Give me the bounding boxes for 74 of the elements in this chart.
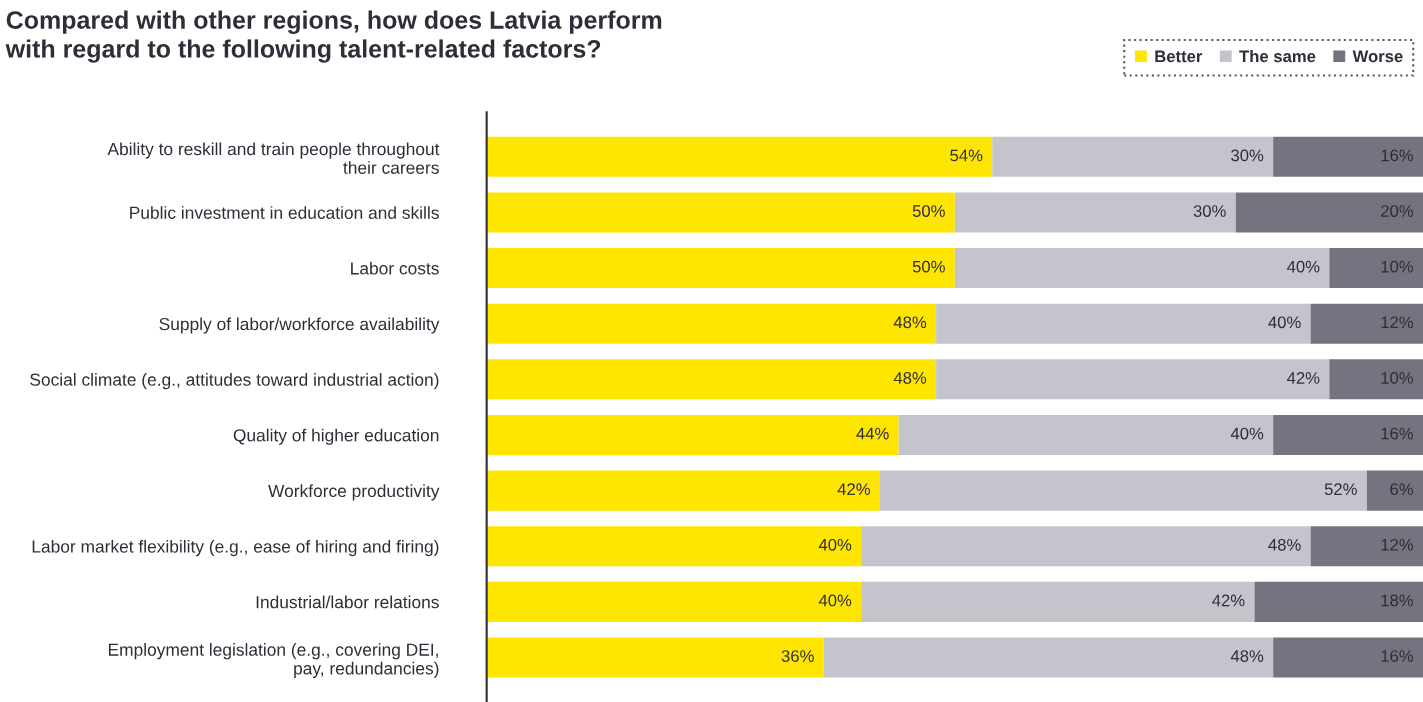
legend-label: Worse — [1352, 50, 1403, 63]
bar — [486, 303, 937, 344]
bar — [486, 470, 880, 511]
y-tick-label: Workforce productivity — [268, 484, 440, 501]
bar — [954, 248, 1330, 289]
bar — [1329, 248, 1423, 289]
data-label: 42% — [837, 483, 870, 496]
bar — [486, 414, 899, 455]
bar — [823, 637, 1274, 678]
data-label: 12% — [1381, 538, 1414, 551]
chart-title: Compared with other regions, how does Latvia perform with regard to the following talent-related factors? — [5, 10, 662, 63]
data-label: 6% — [1390, 483, 1414, 496]
data-label: 48% — [1230, 650, 1264, 662]
bar — [486, 192, 955, 233]
bar — [1329, 359, 1423, 400]
data-label: 36% — [781, 650, 814, 662]
bar — [1310, 526, 1423, 567]
bar — [486, 526, 862, 567]
bar — [936, 359, 1330, 400]
y-tick-label: Supply of labor/workforce availability — [159, 317, 440, 334]
legend-label: Better — [1155, 50, 1203, 63]
y-tick-label: Employment legislation (e.g., covering DEI, pay, redundancies) — [108, 643, 439, 678]
bar — [898, 414, 1274, 455]
data-label: 16% — [1381, 149, 1414, 162]
data-label: 42% — [1212, 594, 1245, 607]
bar — [954, 192, 1236, 233]
data-label: 16% — [1381, 427, 1414, 440]
data-label: 42% — [1287, 372, 1320, 384]
data-label: 48% — [1268, 538, 1301, 551]
data-label: 20% — [1381, 205, 1414, 217]
data-label: 16% — [1381, 650, 1414, 662]
data-label: 54% — [950, 149, 983, 162]
bar — [486, 359, 937, 400]
y-tick-label: Labor market flexibility (e.g., ease of hiring and firing) — [32, 539, 439, 557]
data-label: 18% — [1381, 594, 1414, 607]
data-label: 40% — [1287, 260, 1320, 273]
bar — [486, 637, 824, 678]
data-label: 30% — [1231, 149, 1264, 162]
data-label: 40% — [1268, 316, 1301, 329]
data-label: 48% — [893, 316, 927, 329]
bar — [879, 470, 1367, 511]
bar — [1273, 136, 1423, 177]
bar — [861, 581, 1255, 622]
bar — [1310, 303, 1423, 344]
y-tick-label: Industrial/labor relations — [256, 595, 439, 609]
bar — [486, 248, 955, 289]
bar — [861, 526, 1311, 567]
data-label: 10% — [1381, 260, 1414, 273]
y-tick-label: Quality of higher education — [233, 428, 439, 445]
bar — [936, 303, 1311, 344]
y-tick-label: Social climate (e.g., attitudes toward industrial action) — [30, 373, 439, 390]
data-label: 44% — [856, 427, 889, 440]
bar — [992, 136, 1274, 177]
bar — [1254, 581, 1423, 622]
bar — [486, 136, 993, 177]
data-label: 10% — [1381, 372, 1414, 384]
data-label: 40% — [1230, 427, 1264, 440]
data-label: 12% — [1381, 316, 1414, 329]
legend-label: The same — [1239, 50, 1316, 63]
bar — [486, 581, 862, 622]
bar — [1235, 192, 1423, 233]
y-tick-label: Public investment in education and skills — [130, 206, 439, 219]
data-label: 30% — [1193, 205, 1226, 217]
y-tick-label: Ability to reskill and train people throughout their careers — [107, 142, 440, 174]
y-tick-label: Labor costs — [351, 261, 439, 275]
data-label: 48% — [893, 372, 927, 384]
data-label: 52% — [1324, 483, 1357, 496]
bar — [1273, 637, 1423, 678]
data-label: 40% — [818, 594, 852, 607]
bar — [1273, 414, 1423, 455]
bar — [1366, 470, 1423, 511]
data-label: 50% — [912, 205, 945, 217]
data-label: 50% — [912, 260, 945, 273]
data-label: 40% — [818, 538, 852, 551]
